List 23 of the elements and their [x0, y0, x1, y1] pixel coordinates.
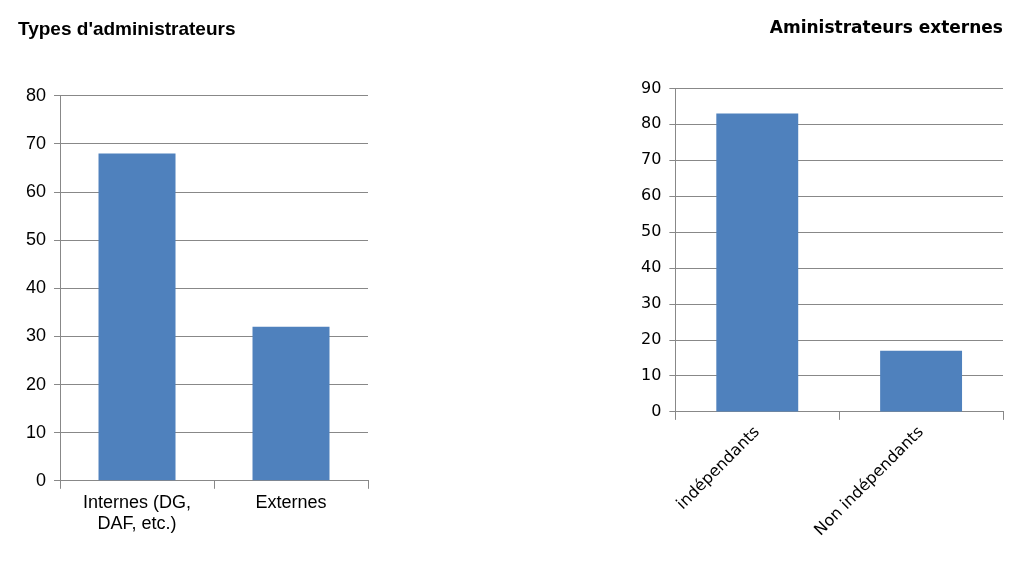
- y-tick-label: 30: [25, 325, 47, 346]
- y-tick-label: 50: [25, 229, 47, 250]
- y-tick-label: 50: [641, 221, 662, 241]
- y-tick-label: 60: [641, 185, 662, 205]
- y-tick-label: 10: [25, 421, 47, 442]
- y-tick-label: 40: [641, 257, 662, 277]
- y-tick-label: 20: [25, 373, 47, 394]
- y-tick-label: 80: [25, 84, 47, 105]
- y-tick-label: 80: [641, 113, 662, 133]
- chart-title: Types d'administrateurs: [18, 17, 236, 39]
- y-tick-label: 40: [25, 277, 47, 298]
- chart-title: Aministrateurs externes: [769, 16, 1003, 37]
- y-tick-label: 90: [641, 77, 662, 97]
- y-tick-label: 70: [641, 149, 662, 169]
- y-tick-label: 60: [25, 181, 47, 202]
- y-tick-label: 10: [641, 365, 662, 385]
- y-tick-label: 0: [651, 401, 662, 421]
- x-tick-label: Internes (DG, DAF, etc.): [82, 491, 192, 534]
- y-tick-label: 20: [641, 329, 662, 349]
- x-tick-label: Externes: [255, 491, 327, 512]
- y-tick-label: 30: [641, 293, 662, 313]
- y-tick-label: 70: [25, 132, 47, 153]
- y-tick-label: 0: [36, 469, 47, 490]
